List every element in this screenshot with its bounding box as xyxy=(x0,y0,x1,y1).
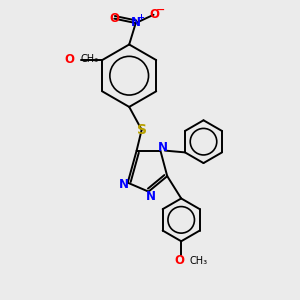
Text: S: S xyxy=(137,123,147,137)
Text: +: + xyxy=(137,13,144,22)
Text: O: O xyxy=(109,11,119,25)
Text: O: O xyxy=(149,8,159,21)
Text: CH₃: CH₃ xyxy=(80,54,98,64)
Text: −: − xyxy=(155,5,165,15)
Text: N: N xyxy=(131,16,141,29)
Text: N: N xyxy=(119,178,129,191)
Text: O: O xyxy=(64,53,74,66)
Text: N: N xyxy=(146,190,156,203)
Text: N: N xyxy=(158,140,168,154)
Text: O: O xyxy=(175,254,185,267)
Text: CH₃: CH₃ xyxy=(190,256,208,266)
